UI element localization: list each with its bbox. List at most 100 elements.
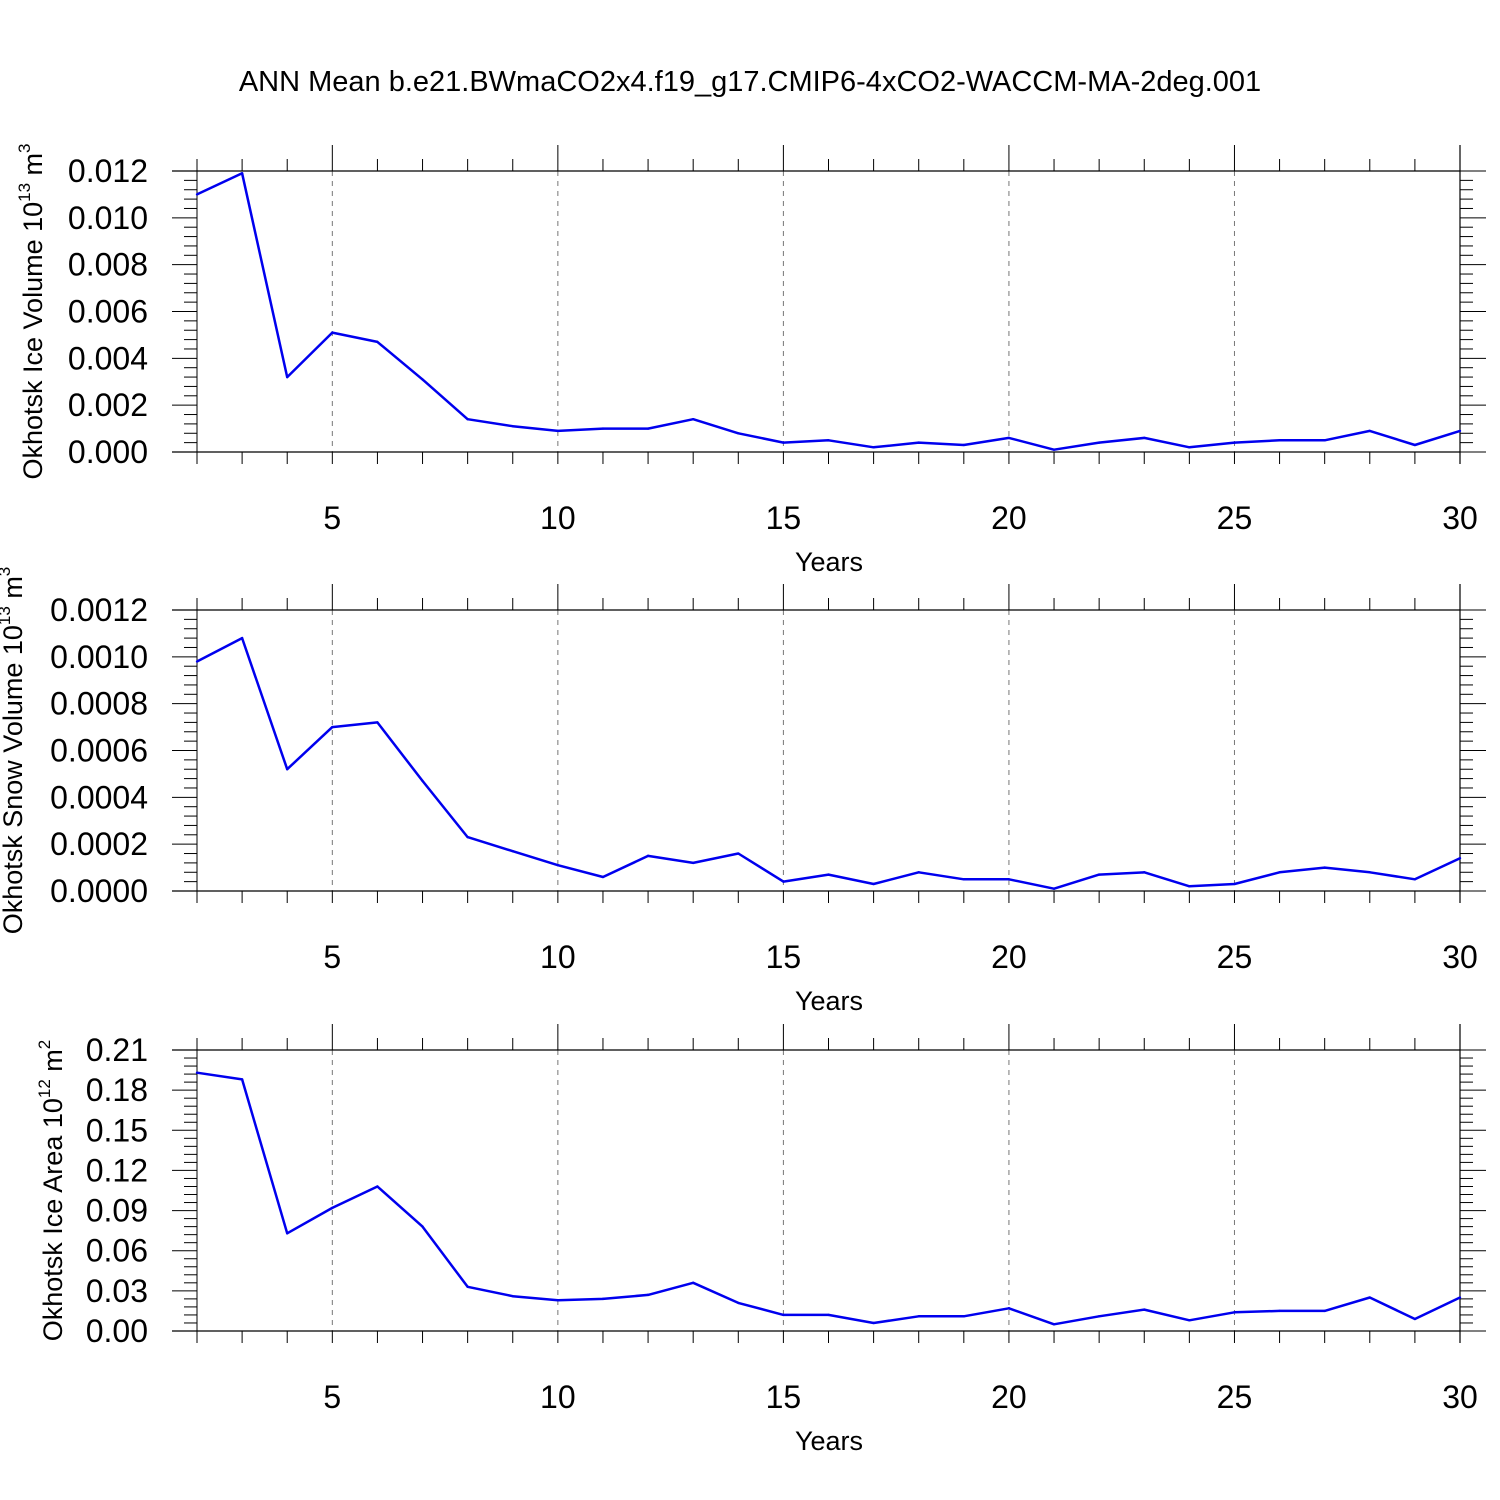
data-point: [556, 429, 560, 433]
x-axis-label: Years: [795, 986, 863, 1016]
data-point: [1413, 878, 1417, 881]
data-point: [737, 852, 740, 855]
y-tick-label: 0.000: [68, 434, 148, 470]
data-point: [1323, 866, 1326, 869]
data-point: [466, 1285, 469, 1289]
data-point: [1233, 882, 1236, 886]
data-point: [646, 427, 650, 430]
x-tick-label: 15: [766, 939, 802, 975]
y-axis-label: Okhotsk Ice Volume 1013 m3: [15, 143, 48, 479]
x-tick-label: 25: [1217, 1379, 1253, 1415]
data-point: [1458, 429, 1462, 433]
data-point: [376, 721, 379, 724]
x-axis-label: Years: [795, 547, 863, 577]
data-point: [1052, 887, 1056, 890]
data-point: [195, 193, 199, 196]
data-point: [827, 439, 830, 442]
data-point: [331, 331, 334, 334]
y-axis-label: Okhotsk Ice Area 1012 m2: [35, 1040, 68, 1342]
data-point: [376, 1185, 379, 1188]
data-point: [1052, 1323, 1056, 1326]
x-axis-label: Years: [795, 1426, 863, 1456]
y-tick-label: 0.21: [86, 1032, 148, 1068]
data-point: [962, 443, 966, 447]
x-tick-label: 20: [991, 939, 1027, 975]
y-tick-label: 0.09: [86, 1193, 148, 1229]
data-point: [286, 768, 289, 771]
data-point: [556, 864, 560, 867]
y-tick-label: 0.0008: [50, 686, 148, 722]
y-tick-label: 0.0000: [50, 873, 148, 909]
data-point: [1368, 1296, 1371, 1299]
data-point: [691, 1281, 695, 1285]
y-tick-label: 0.006: [68, 294, 148, 330]
x-tick-label: 30: [1442, 500, 1478, 536]
data-point: [691, 418, 695, 421]
y-tick-label: 0.0010: [50, 639, 148, 675]
page-title: ANN Mean b.e21.BWmaCO2x4.f19_g17.CMIP6-4…: [238, 66, 1262, 98]
data-point: [1007, 1307, 1011, 1310]
x-tick-label: 15: [766, 1379, 802, 1415]
data-point: [1278, 871, 1281, 874]
data-point: [1458, 857, 1462, 860]
y-tick-label: 0.0012: [50, 592, 148, 628]
series-line: [196, 1071, 1461, 1326]
data-point: [962, 878, 966, 881]
x-tick-label: 20: [991, 1379, 1027, 1415]
data-point: [466, 418, 469, 421]
y-tick-label: 0.0002: [50, 826, 148, 862]
y-tick-label: 0.002: [68, 387, 148, 423]
data-point: [1233, 1311, 1236, 1314]
data-point: [646, 854, 650, 858]
x-tick-label: 25: [1217, 500, 1253, 536]
data-point: [782, 441, 785, 444]
data-point: [1368, 429, 1371, 433]
data-point: [240, 1078, 244, 1081]
x-tick-label: 10: [540, 500, 576, 536]
data-point: [827, 1313, 830, 1317]
data-point: [1413, 443, 1417, 447]
data-point: [737, 432, 740, 435]
data-point: [601, 427, 605, 430]
data-point: [195, 660, 199, 663]
data-point: [1143, 871, 1146, 874]
data-point: [1188, 446, 1191, 449]
series-line: [196, 636, 1461, 890]
y-tick-label: 0.010: [68, 200, 148, 236]
data-point: [601, 1297, 605, 1301]
data-point: [917, 1315, 920, 1318]
data-point: [646, 1293, 650, 1297]
data-point: [601, 875, 605, 879]
data-point: [1052, 448, 1056, 451]
data-point: [421, 378, 424, 381]
chart-panel-1: 0.000 0.002 0.004 0.006 0.008 0.010 0.012 5 10 15…: [15, 143, 1486, 577]
data-point: [917, 441, 920, 444]
x-tick-label: 30: [1442, 939, 1478, 975]
data-point: [376, 340, 379, 344]
data-point: [1368, 871, 1371, 874]
data-point: [286, 375, 289, 379]
data-point: [1007, 878, 1011, 881]
y-tick-label: 0.008: [68, 247, 148, 283]
data-point: [1097, 873, 1101, 876]
data-point: [240, 172, 244, 175]
data-point: [1188, 885, 1191, 888]
data-point: [1233, 441, 1236, 444]
y-tick-label: 0.06: [86, 1233, 148, 1269]
data-point: [1323, 1309, 1326, 1313]
data-point: [1097, 441, 1101, 444]
data-point: [737, 1301, 740, 1305]
data-point: [1143, 1308, 1146, 1311]
x-tick-label: 25: [1217, 939, 1253, 975]
data-point: [1188, 1319, 1191, 1322]
data-point: [421, 1225, 424, 1228]
chart-panel-2: 0.0000 0.0002 0.0004 0.0006 0.0008 0.0010 0.00…: [0, 567, 1486, 1016]
y-tick-label: 0.012: [68, 153, 148, 189]
y-tick-label: 0.12: [86, 1152, 148, 1188]
y-tick-label: 0.004: [68, 340, 148, 376]
data-point: [286, 1232, 289, 1235]
data-point: [1007, 436, 1011, 440]
chart-panel-3: 0.00 0.03 0.06 0.09 0.12 0.15 0.18 0.21 5 10 15 20 2…: [35, 1024, 1486, 1456]
y-tick-label: 0.03: [86, 1273, 148, 1309]
data-point: [872, 882, 875, 886]
